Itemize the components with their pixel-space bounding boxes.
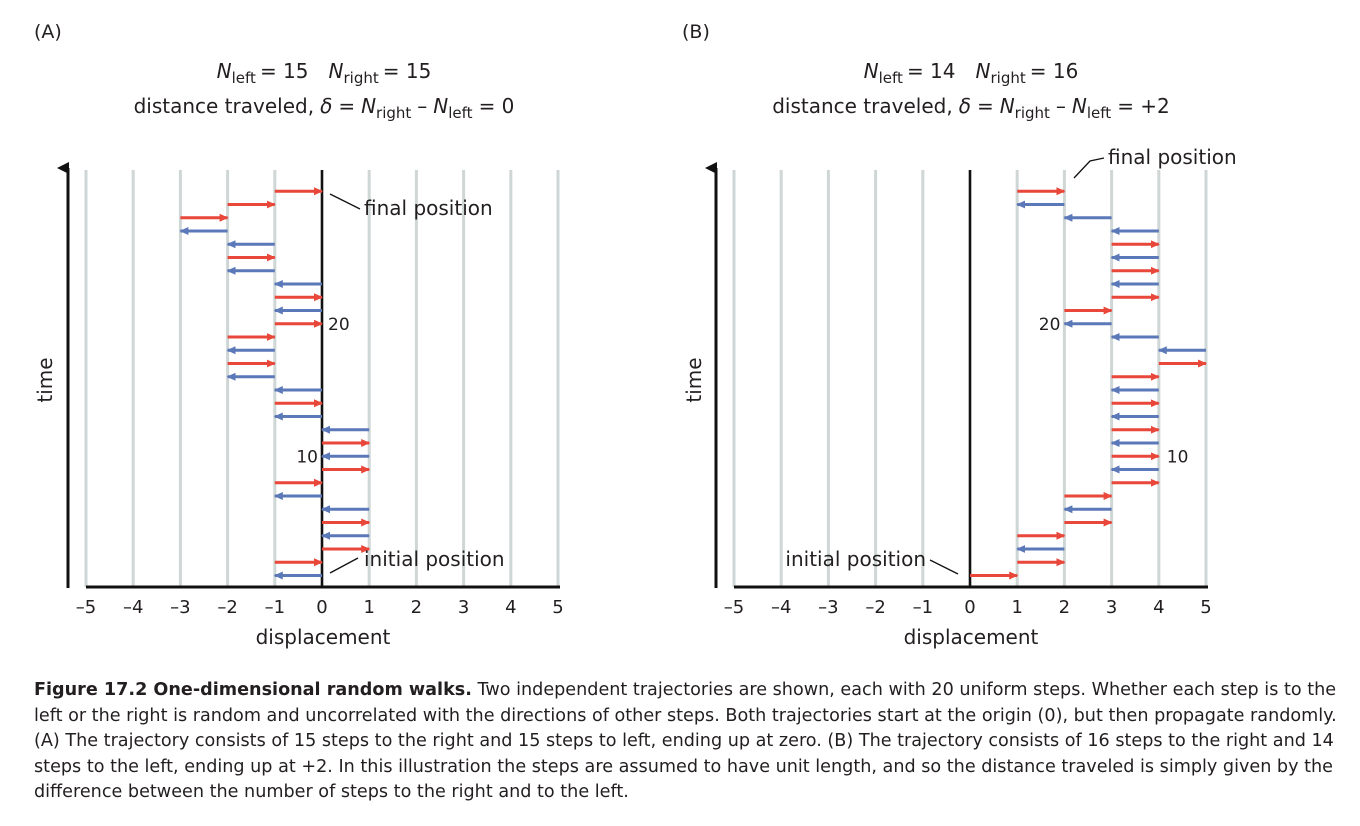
x-tick-labels: –5 –4 –3 –2 –1 0 1 2 3 4 5 bbox=[76, 597, 564, 618]
x-tick-labels: –5 –4 –3 –2 –1 0 1 2 3 4 5 bbox=[724, 597, 1212, 618]
x-tick-label: –5 bbox=[724, 597, 744, 618]
x-tick-label: –5 bbox=[76, 597, 96, 618]
trajectory-steps bbox=[179, 187, 371, 580]
x-tick-label: 0 bbox=[964, 597, 975, 618]
grid-lines bbox=[732, 170, 1208, 587]
x-tick-label: 3 bbox=[1106, 597, 1117, 618]
step-number-labels: 10 20 bbox=[1039, 315, 1189, 468]
x-tick-label: –1 bbox=[265, 597, 285, 618]
distance-equation: distance traveled, δ = Nright – Nleft = +2 bbox=[772, 94, 1170, 122]
final-position-label: final position bbox=[364, 196, 493, 220]
figure-caption: Figure 17.2 One-dimensional random walks… bbox=[34, 678, 1346, 806]
y-axis-label: time bbox=[33, 357, 57, 402]
x-tick-label: –1 bbox=[913, 597, 933, 618]
caption-text: Two independent trajectories are shown, … bbox=[34, 680, 1337, 803]
grid-lines bbox=[84, 170, 560, 587]
x-tick-label: –2 bbox=[217, 597, 237, 618]
distance-equation: distance traveled, δ = Nright – Nleft = 0 bbox=[134, 94, 515, 122]
final-position-label: final position bbox=[1108, 145, 1237, 169]
panel-label: (A) bbox=[34, 21, 62, 43]
x-tick-label: –3 bbox=[818, 597, 838, 618]
step-number-label: 20 bbox=[1039, 315, 1061, 335]
x-tick-label: 3 bbox=[458, 597, 469, 618]
caption-title: Figure 17.2 One-dimensional random walks… bbox=[34, 680, 472, 700]
final-position-leader bbox=[1073, 157, 1105, 179]
x-tick-label: 2 bbox=[1059, 597, 1070, 618]
step-number-labels: 10 20 bbox=[296, 315, 349, 468]
x-tick-label: 5 bbox=[1200, 597, 1211, 618]
x-tick-label: 4 bbox=[505, 597, 516, 618]
initial-position-label: initial position bbox=[785, 547, 926, 571]
step-count-equation: Nleft = 15 Nright = 15 bbox=[217, 59, 432, 87]
x-axis-label: displacement bbox=[256, 625, 391, 649]
panel-a: (A) Nleft = 15 Nright = 15 distance travele… bbox=[33, 21, 564, 649]
x-tick-label: 1 bbox=[363, 597, 374, 618]
x-tick-label: –4 bbox=[771, 597, 791, 618]
y-axis-label: time bbox=[682, 357, 706, 402]
step-number-label: 10 bbox=[1167, 447, 1189, 467]
panel-label: (B) bbox=[682, 21, 710, 43]
initial-position-leader bbox=[329, 557, 359, 574]
x-tick-label: –2 bbox=[865, 597, 885, 618]
x-tick-label: 4 bbox=[1153, 597, 1164, 618]
x-tick-label: 5 bbox=[552, 597, 563, 618]
initial-position-label: initial position bbox=[364, 547, 505, 571]
step-number-label: 20 bbox=[328, 315, 350, 335]
x-tick-label: 0 bbox=[316, 597, 327, 618]
x-axis-label: displacement bbox=[904, 625, 1039, 649]
step-count-equation: Nleft = 14 Nright = 16 bbox=[864, 59, 1079, 87]
panel-b: (B) Nleft = 14 Nright = 16 distance travele… bbox=[682, 21, 1237, 649]
x-tick-label: –3 bbox=[170, 597, 190, 618]
x-tick-label: 1 bbox=[1011, 597, 1022, 618]
trajectory-steps bbox=[970, 187, 1207, 580]
x-tick-label: 2 bbox=[411, 597, 422, 618]
initial-position-leader bbox=[929, 559, 959, 575]
step-number-label: 10 bbox=[296, 447, 318, 467]
final-position-leader bbox=[329, 193, 361, 210]
figure: (A) Nleft = 15 Nright = 15 distance travele… bbox=[33, 21, 1237, 649]
x-tick-label: –4 bbox=[123, 597, 143, 618]
